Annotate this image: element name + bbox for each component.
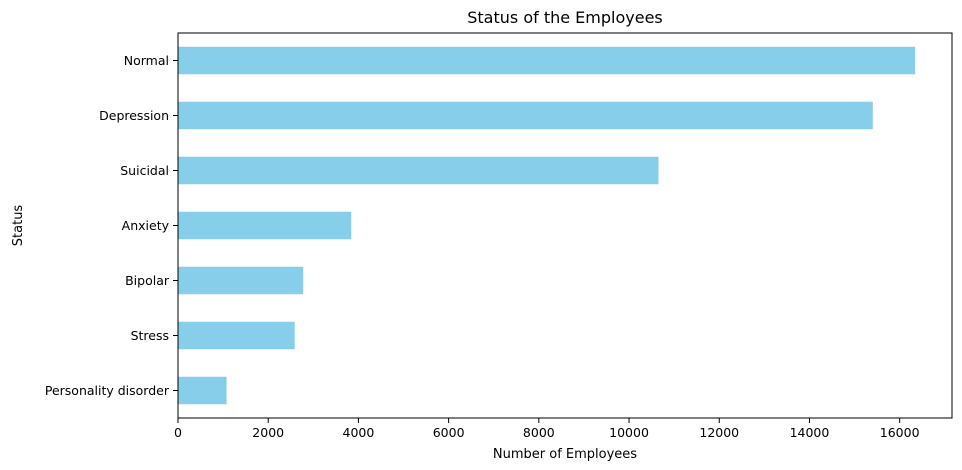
y-tick-label: Normal bbox=[124, 53, 169, 68]
y-tick-label: Anxiety bbox=[122, 218, 170, 233]
x-tick-label: 10000 bbox=[609, 425, 649, 440]
y-tick-label: Suicidal bbox=[120, 163, 169, 178]
x-tick-label: 14000 bbox=[790, 425, 830, 440]
x-tick-label: 4000 bbox=[343, 425, 375, 440]
y-tick-label: Stress bbox=[131, 328, 169, 343]
chart-title: Status of the Employees bbox=[467, 8, 663, 27]
x-tick-label: 0 bbox=[174, 425, 182, 440]
y-tick-label: Personality disorder bbox=[45, 383, 170, 398]
x-axis-ticks: 0 2000 4000 6000 8000 10000 12000 14000 16000 bbox=[174, 418, 920, 440]
bar bbox=[178, 376, 227, 405]
x-tick-label: 6000 bbox=[433, 425, 465, 440]
y-axis-ticks: Normal Depression Suicidal Anxiety Bipolar St… bbox=[45, 53, 178, 398]
bar bbox=[178, 266, 304, 295]
x-tick-label: 8000 bbox=[523, 425, 555, 440]
bar bbox=[178, 321, 295, 350]
x-axis-label: Number of Employees bbox=[493, 447, 637, 462]
y-tick-label: Depression bbox=[99, 108, 169, 123]
bars-layer bbox=[178, 46, 916, 405]
x-tick-label: 2000 bbox=[252, 425, 284, 440]
bar bbox=[178, 101, 873, 130]
bar bbox=[178, 156, 659, 185]
x-tick-label: 12000 bbox=[699, 425, 739, 440]
y-axis-label: Status bbox=[11, 205, 26, 247]
bar bbox=[178, 211, 352, 240]
y-tick-label: Bipolar bbox=[125, 273, 170, 288]
bar bbox=[178, 46, 916, 75]
x-tick-label: 16000 bbox=[880, 425, 920, 440]
